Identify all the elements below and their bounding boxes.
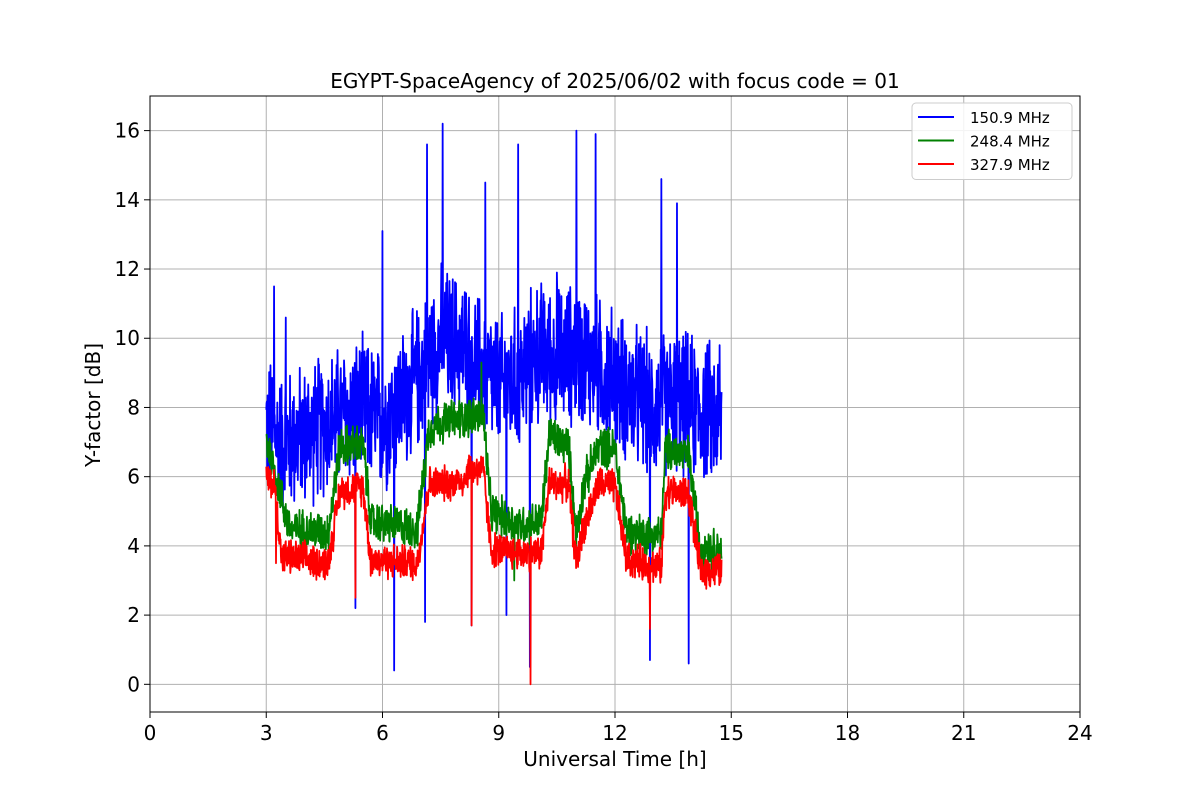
y-tick-label: 14	[115, 188, 140, 212]
series-line-3	[265, 454, 723, 686]
legend-label: 327.9 MHz	[970, 156, 1050, 174]
y-axis-label: Y-factor [dB]	[81, 343, 105, 468]
legend-label: 150.9 MHz	[970, 109, 1050, 127]
y-tick-label: 8	[127, 395, 140, 419]
y-tick-label: 10	[115, 326, 140, 350]
y-tick-label: 0	[127, 672, 140, 696]
x-tick-label: 18	[835, 721, 860, 745]
y-tick-label: 2	[127, 603, 140, 627]
chart-title: EGYPT-SpaceAgency of 2025/06/02 with foc…	[330, 69, 899, 93]
y-tick-label: 4	[127, 534, 140, 558]
x-tick-label: 6	[376, 721, 389, 745]
series-line-2	[265, 361, 723, 582]
x-tick-label: 21	[951, 721, 976, 745]
series-line-1	[265, 122, 723, 672]
x-tick-label: 0	[144, 721, 157, 745]
x-tick-label: 15	[719, 721, 744, 745]
legend-box	[911, 102, 1073, 180]
x-tick-label: 3	[260, 721, 273, 745]
chart-legend: 150.9 MHz 248.4 MHz 327.9 MHz	[911, 102, 1073, 180]
y-tick-label: 12	[115, 257, 140, 281]
legend-label: 248.4 MHz	[970, 133, 1050, 151]
x-axis-label: Universal Time [h]	[523, 747, 706, 771]
series-lines	[265, 122, 723, 686]
x-tick-label: 9	[492, 721, 505, 745]
x-tick-label: 24	[1067, 721, 1092, 745]
y-tick-label: 6	[127, 465, 140, 489]
x-tick-label: 12	[602, 721, 627, 745]
y-tick-label: 16	[115, 119, 140, 143]
